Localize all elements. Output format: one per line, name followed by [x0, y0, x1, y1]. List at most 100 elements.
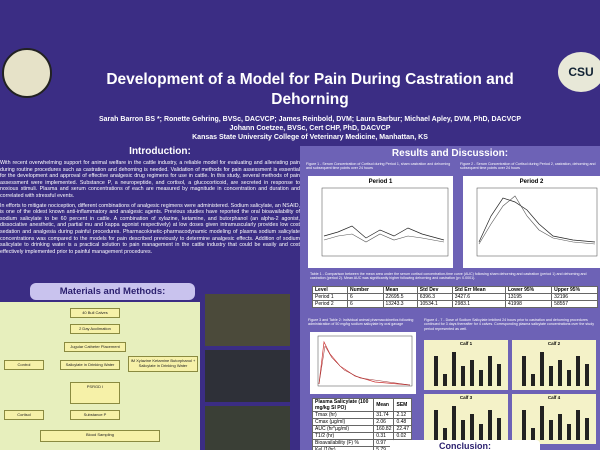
photo — [205, 406, 290, 450]
table-cell: Kel (1/hr) — [311, 446, 375, 450]
chart-bars — [522, 406, 589, 440]
table-header: Level — [311, 286, 349, 294]
table-header: Number — [347, 286, 384, 294]
bar — [522, 356, 526, 386]
chart-lines — [321, 187, 449, 257]
authors: Johann Coetzee, BVSc, Cert CHP, PhD, DAC… — [229, 125, 391, 132]
chart — [310, 332, 416, 394]
bar — [434, 410, 438, 440]
section-heading: Conclusion: — [390, 440, 540, 450]
bar — [443, 428, 447, 440]
bar — [461, 366, 465, 386]
table-cell: 22.47 — [393, 425, 412, 433]
chart: Calf 3 — [424, 394, 508, 444]
bar — [479, 424, 483, 440]
table-cell: 58557 — [551, 300, 598, 308]
chart: Period 2 — [463, 176, 600, 268]
chart-title: Calf 3 — [459, 395, 473, 400]
table-cell: 13243.3 — [382, 300, 418, 308]
chart-title: Period 2 — [519, 179, 544, 185]
table-cell: 6 — [347, 300, 384, 308]
chart: Calf 4 — [512, 394, 596, 444]
table-cell: 6396.3 — [416, 293, 453, 301]
table-cell: Period 2 — [311, 300, 349, 308]
bar — [479, 370, 483, 386]
results-panel: Results and Discussion: Figure 1 - Serum… — [300, 146, 600, 450]
table-cell: 6 — [347, 293, 384, 301]
table-row: T1/2 (hr) 0.31 0.02 — [311, 432, 412, 440]
bar — [585, 364, 589, 386]
table-row: Level Number Mean Std Dev Std Err Mean Lower … — [311, 286, 598, 294]
chart-lines — [476, 187, 598, 257]
section-heading: Results and Discussion: — [391, 148, 509, 159]
bar — [540, 352, 544, 386]
bar — [488, 356, 492, 386]
bar — [497, 364, 501, 386]
table: Level Number Mean Std Dev Std Err Mean Lower … — [311, 286, 598, 308]
caption: Figure 3 and Table 2: Individual animal … — [308, 318, 414, 327]
caption: Figure 1 - Serum Concentration of Cortis… — [306, 162, 451, 171]
table-cell: 0.31 — [373, 432, 395, 440]
bar — [497, 418, 501, 440]
table-cell: 13195 — [504, 293, 553, 301]
table-cell: 0.48 — [393, 418, 412, 426]
chart: Calf 1 — [424, 340, 508, 390]
authors: Sarah Barron BS *; Ronette Gehring, BVSc… — [98, 116, 522, 123]
caption: Figure 4 - 7 - Dose of Sodium Salicylate… — [424, 318, 594, 331]
table-header: Mean — [382, 286, 418, 294]
table-cell: Tmax (hr) — [311, 411, 375, 419]
table-row: Cmax (µg/ml) 2.06 0.48 — [311, 418, 412, 426]
table-header: Mean — [373, 398, 395, 412]
bar — [585, 418, 589, 440]
step: Control — [4, 360, 44, 370]
step: 40 Bull Calves — [70, 308, 120, 318]
step: Cortisol — [4, 410, 44, 420]
table-cell: 32196 — [551, 293, 598, 301]
table-header: SEM — [393, 398, 412, 412]
step: PSRGD I — [70, 382, 120, 404]
step: IM Xylazine Ketamine Butorphanol + Salic… — [128, 356, 198, 372]
table-cell: 2.06 — [373, 418, 395, 426]
caption: Figure 2 - Serum Concentration of Cortis… — [460, 162, 596, 171]
chart-title: Period 1 — [368, 179, 393, 185]
chart: Calf 2 — [512, 340, 596, 390]
bar — [531, 428, 535, 440]
table-row: Tmax (hr) 31.74 2.12 — [311, 411, 412, 419]
step: Blood Sampling — [40, 430, 160, 442]
table-header: Plasma Salicylate (100 mg/kg SI PO) — [311, 398, 375, 412]
step: 2 Day Acclimation — [70, 324, 120, 334]
table-row: Plasma Salicylate (100 mg/kg SI PO) Mean S… — [311, 398, 412, 412]
paragraph: In efforts to mitigate nociception, diff… — [0, 202, 300, 255]
bar — [452, 352, 456, 386]
caption: Table 1 - Comparison between the mean ar… — [310, 272, 587, 281]
chart-title: Calf 4 — [547, 395, 561, 400]
bar — [461, 420, 465, 440]
flowchart: 40 Bull Calves 2 Day Acclimation Jugular… — [0, 302, 200, 450]
chart-lines — [317, 335, 413, 387]
step: Salicylate in Drinking Water — [60, 360, 120, 370]
section-heading: Introduction: — [129, 146, 191, 157]
table-cell: 22695.5 — [382, 293, 418, 301]
table: Plasma Salicylate (100 mg/kg SI PO) Mean S… — [311, 398, 412, 450]
step: Jugular Catheter Placement — [64, 342, 126, 352]
table-cell: 160.82 — [373, 425, 395, 433]
table-cell: Bioavailability (F) % — [311, 439, 375, 447]
bar — [549, 420, 553, 440]
bar — [576, 410, 580, 440]
intro-text: With recent overwhelming support for ani… — [0, 160, 300, 255]
table-row: AUC (hr*µg/ml) 160.82 22.47 — [311, 425, 412, 433]
paragraph: With recent overwhelming support for ani… — [0, 160, 300, 199]
table-cell: 31.74 — [373, 411, 395, 419]
chart-bars — [522, 352, 589, 386]
bar — [434, 356, 438, 386]
table-header: Std Err Mean — [451, 286, 506, 294]
section-heading: Materials and Methods: — [30, 283, 195, 300]
table-cell: Cmax (µg/ml) — [311, 418, 375, 426]
photo — [205, 350, 290, 402]
chart: Period 1 — [308, 176, 453, 268]
affiliation: Kansas State University College of Veter… — [192, 134, 428, 141]
bar — [567, 370, 571, 386]
table-cell: 0.02 — [393, 432, 412, 440]
table-cell: 2983.1 — [451, 300, 506, 308]
